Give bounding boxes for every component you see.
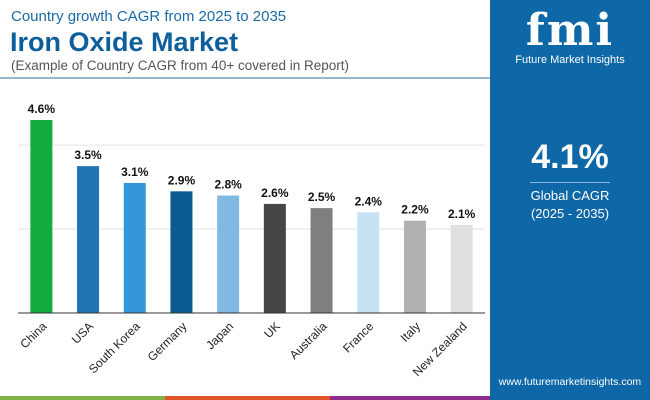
x-tick-label: Japan	[203, 319, 236, 352]
x-tick-label: UK	[261, 319, 283, 341]
x-tick-label: China	[17, 319, 49, 351]
data-label: 2.1%	[448, 207, 476, 221]
data-label: 2.4%	[355, 194, 383, 208]
panel-divider	[530, 182, 610, 183]
x-tick-label: USA	[69, 319, 96, 346]
logo-mark: fmi	[525, 5, 615, 56]
data-label: 4.6%	[28, 102, 56, 116]
chart-title: Iron Oxide Market	[10, 27, 239, 57]
global-cagr-value: 4.1%	[531, 138, 609, 176]
data-label: 2.6%	[261, 186, 289, 200]
bar-china	[30, 120, 53, 313]
data-label: 2.5%	[308, 190, 336, 204]
bar-japan	[217, 195, 240, 313]
data-label: 2.2%	[401, 203, 429, 217]
bar-france	[357, 212, 380, 313]
bar-australia	[310, 208, 333, 313]
bar-uk	[263, 203, 286, 313]
bar-italy	[403, 220, 426, 313]
bar-usa	[77, 166, 100, 313]
footer-stripe-green	[0, 396, 165, 400]
data-label: 3.1%	[121, 165, 149, 179]
x-tick-label: Italy	[398, 319, 423, 344]
bar-new-zealand	[450, 224, 473, 313]
data-label: 3.5%	[74, 148, 102, 162]
global-cagr-label: Global CAGR	[530, 188, 610, 203]
fmi-logo: fmi Future Market Insights	[490, 5, 650, 67]
chart-note: (Example of Country CAGR from 40+ covere…	[11, 58, 350, 73]
x-tick-label: Australia	[287, 319, 330, 362]
chart-subtitle: Country growth CAGR from 2025 to 2035	[11, 8, 287, 25]
footer-stripe-purple	[330, 396, 490, 400]
bar-germany	[170, 191, 193, 313]
divider	[0, 77, 490, 79]
footer-stripe-orange	[165, 396, 330, 400]
x-tick-label: France	[340, 319, 377, 356]
global-cagr-period: (2025 - 2035)	[530, 206, 610, 221]
bar-south-korea	[123, 182, 146, 313]
data-label: 2.8%	[214, 178, 242, 192]
data-label: 2.9%	[168, 173, 196, 187]
website-url: www.futuremarketinsights.com	[498, 376, 642, 388]
logo-text: Future Market Insights	[515, 54, 625, 66]
summary-panel: fmi Future Market Insights 4.1% Global C…	[490, 0, 650, 400]
x-tick-label: Germany	[145, 319, 190, 364]
